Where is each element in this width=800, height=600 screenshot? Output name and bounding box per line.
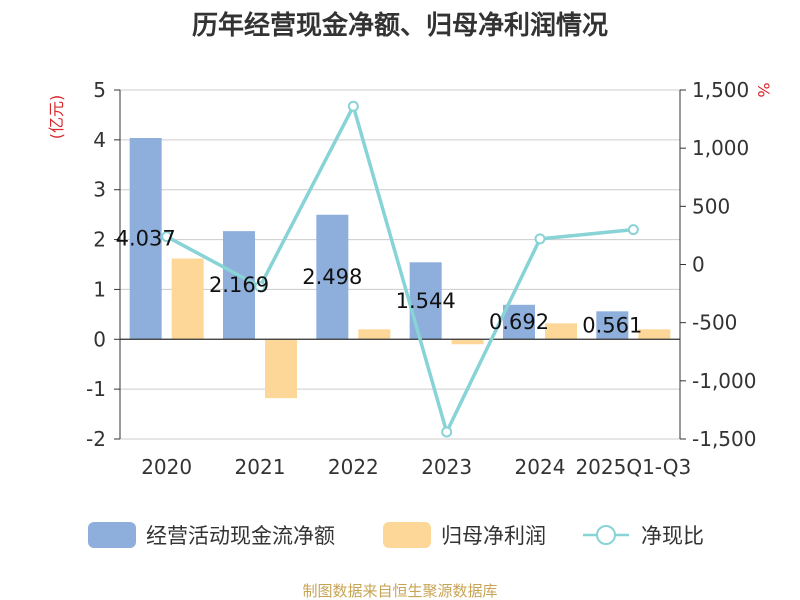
category-label: 2022: [328, 455, 379, 479]
right-tick-label: 1,000: [692, 136, 749, 160]
right-tick-label: -1,000: [692, 369, 756, 393]
net-profit-bar: [265, 339, 297, 399]
legend-swatch: [383, 522, 431, 548]
ratio-line: [161, 100, 639, 438]
legend-label: 净现比: [641, 524, 704, 548]
cashflow-data-label: 4.037: [116, 227, 176, 251]
net-profit-bar: [451, 339, 484, 345]
cashflow-bar: [316, 214, 349, 340]
right-tick-label: 500: [692, 194, 730, 218]
right-axis-unit: %: [754, 82, 773, 97]
cashflow-data-label: 1.544: [396, 289, 456, 313]
net-profit-bar: [545, 323, 577, 340]
ratio-point: [347, 100, 359, 112]
ratio-point: [161, 231, 173, 243]
category-label: 2024: [515, 455, 566, 479]
right-tick-label: -500: [692, 311, 737, 335]
legend-item[interactable]: 净现比: [583, 524, 704, 548]
legend-item[interactable]: 归母净利润: [383, 522, 546, 548]
bars: [129, 138, 671, 399]
net-profit-bar: [638, 329, 671, 340]
cashflow-bar: [223, 231, 255, 340]
cashflow-bar: [503, 304, 535, 340]
left-tick-label: 2: [93, 228, 106, 252]
left-axis-unit: (亿元): [47, 95, 66, 140]
legend-circle-swatch: [596, 525, 616, 545]
ratio-point: [441, 426, 453, 438]
ratio-line-path: [165, 101, 634, 437]
legend-swatch: [88, 522, 136, 548]
ratio-point: [534, 233, 546, 245]
chart-title: 历年经营现金净额、归母净利润情况: [192, 10, 608, 41]
cashflow-bar: [129, 138, 162, 340]
cashflow-data-label: 0.692: [489, 310, 549, 334]
ratio-point: [254, 281, 266, 293]
axes: 5 4 3 2 1 0 -1 -2 1,500 1,000 500 0 -500 -1,000 -1,500…: [86, 78, 756, 479]
cashflow-bar: [596, 311, 629, 340]
left-tick-label: -2: [86, 427, 106, 451]
category-label: 2020: [141, 455, 192, 479]
left-tick-label: 3: [93, 178, 106, 202]
legend-label: 归母净利润: [441, 524, 546, 548]
left-tick-label: 0: [93, 327, 106, 351]
left-tick-label: -1: [86, 377, 106, 401]
left-tick-label: 5: [93, 78, 106, 102]
category-label: 2021: [235, 455, 286, 479]
right-tick-label: 1,500: [692, 78, 749, 102]
legend-item[interactable]: 经营活动现金流净额: [88, 522, 335, 548]
data-labels: 4.037 2.169 2.498 1.544 0.692 0.561: [116, 227, 643, 338]
left-tick-label: 1: [93, 277, 106, 301]
right-tick-label: -1,500: [692, 427, 756, 451]
cashflow-data-label: 2.498: [302, 265, 362, 289]
source-note: 制图数据来自恒生聚源数据库: [302, 582, 497, 600]
category-label: 2025Q1-Q3: [575, 455, 691, 479]
net-profit-bar: [171, 258, 204, 340]
legend[interactable]: 经营活动现金流净额 归母净利润 净现比: [88, 522, 704, 548]
left-tick-label: 4: [93, 128, 106, 152]
category-label: 2023: [421, 455, 472, 479]
cashflow-data-label: 2.169: [209, 273, 269, 297]
net-profit-bar: [358, 329, 391, 340]
legend-label: 经营活动现金流净额: [146, 524, 335, 548]
right-tick-label: 0: [692, 253, 705, 277]
ratio-point: [627, 224, 639, 236]
cashflow-data-label: 0.561: [582, 313, 642, 337]
